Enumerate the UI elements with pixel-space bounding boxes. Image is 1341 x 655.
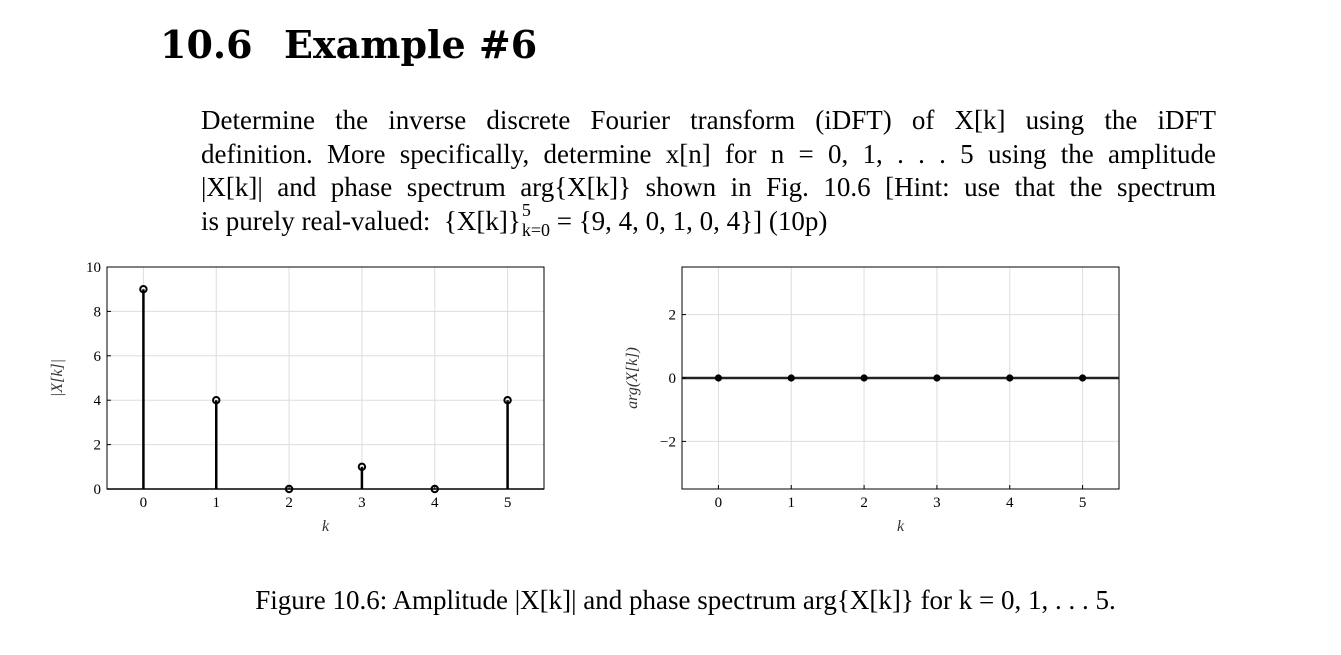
section-number: 10.6 xyxy=(160,22,253,67)
problem-paragraph: Determine the inverse discrete Fourier t… xyxy=(201,104,1216,241)
x-tick-label: 3 xyxy=(358,495,366,511)
y-tick-label: 0 xyxy=(94,482,102,498)
x-tick-label: 1 xyxy=(788,495,796,511)
section-title: Example #6 xyxy=(284,22,538,67)
y-tick-label: 2 xyxy=(94,438,102,454)
y-tick-label: 10 xyxy=(86,260,101,276)
data-point xyxy=(933,374,941,382)
data-point xyxy=(714,374,723,382)
stem-marker xyxy=(503,396,512,405)
amplitude-spectrum-chart: 0 1 2 3 4 5 0 2 4 6 8 10 k |X[k]| xyxy=(49,260,545,535)
x-tick-label: 4 xyxy=(1006,495,1014,511)
x-tick-label: 0 xyxy=(715,495,723,511)
paragraph-line-4: is purely real-valued: {X[k]} 5 k=0 = {9, … xyxy=(201,200,1216,241)
amplitude-x-label: k xyxy=(322,518,330,535)
data-point xyxy=(787,374,795,382)
y-tick-label: 2 xyxy=(669,308,677,324)
y-tick-label: −2 xyxy=(660,434,676,450)
x-tick-label: 5 xyxy=(1079,495,1087,511)
stem-marker xyxy=(139,285,148,294)
data-point xyxy=(1078,374,1087,382)
section-heading: 10.6 Example #6 xyxy=(160,22,537,67)
phase-spectrum-chart: 0 1 2 3 4 5 −2 0 2 k arg(X[k]) xyxy=(624,266,1120,535)
stem-marker xyxy=(212,396,221,405)
paragraph-line-3: |X[k]| and phase spectrum arg{X[k]} show… xyxy=(201,172,1216,202)
amplitude-grid xyxy=(107,266,544,490)
sum-superscript: 5 xyxy=(521,200,531,221)
data-point xyxy=(860,374,868,382)
amplitude-stems xyxy=(107,285,544,494)
paragraph-line-4-post: = {9, 4, 0, 1, 0, 4}] (10p) xyxy=(549,205,828,236)
y-tick-label: 8 xyxy=(94,304,102,320)
x-tick-label: 2 xyxy=(860,495,868,511)
y-tick-label: 6 xyxy=(94,349,102,365)
sum-subscript: k=0 xyxy=(521,220,550,241)
amplitude-y-label: |X[k]| xyxy=(49,359,66,397)
paragraph-line-2: definition. More specifically, determine… xyxy=(201,138,1216,169)
x-tick-label: 5 xyxy=(504,495,512,511)
phase-y-label: arg(X[k]) xyxy=(624,347,641,409)
x-tick-label: 4 xyxy=(431,495,439,511)
x-tick-label: 3 xyxy=(933,495,941,511)
phase-y-ticks: −2 0 2 xyxy=(660,308,686,450)
phase-points xyxy=(682,374,1119,382)
data-point xyxy=(1006,374,1014,382)
x-tick-label: 0 xyxy=(140,495,148,511)
figure-caption: Figure 10.6: Amplitude |X[k]| and phase … xyxy=(255,585,1116,615)
x-tick-label: 2 xyxy=(285,495,293,511)
y-tick-label: 4 xyxy=(94,393,102,409)
phase-x-label: k xyxy=(897,518,905,535)
stem-marker xyxy=(357,462,367,472)
amplitude-y-ticks: 0 2 4 6 8 10 xyxy=(86,260,111,498)
y-tick-label: 0 xyxy=(669,371,677,387)
x-tick-label: 1 xyxy=(213,495,221,511)
paragraph-line-4-pre: is purely real-valued: {X[k]} xyxy=(201,205,521,236)
paragraph-line-1: Determine the inverse discrete Fourier t… xyxy=(201,105,1216,135)
amplitude-x-ticks: 0 1 2 3 4 5 xyxy=(140,485,512,511)
amplitude-plot-frame xyxy=(106,266,545,490)
phase-x-ticks: 0 1 2 3 4 5 xyxy=(715,485,1087,511)
